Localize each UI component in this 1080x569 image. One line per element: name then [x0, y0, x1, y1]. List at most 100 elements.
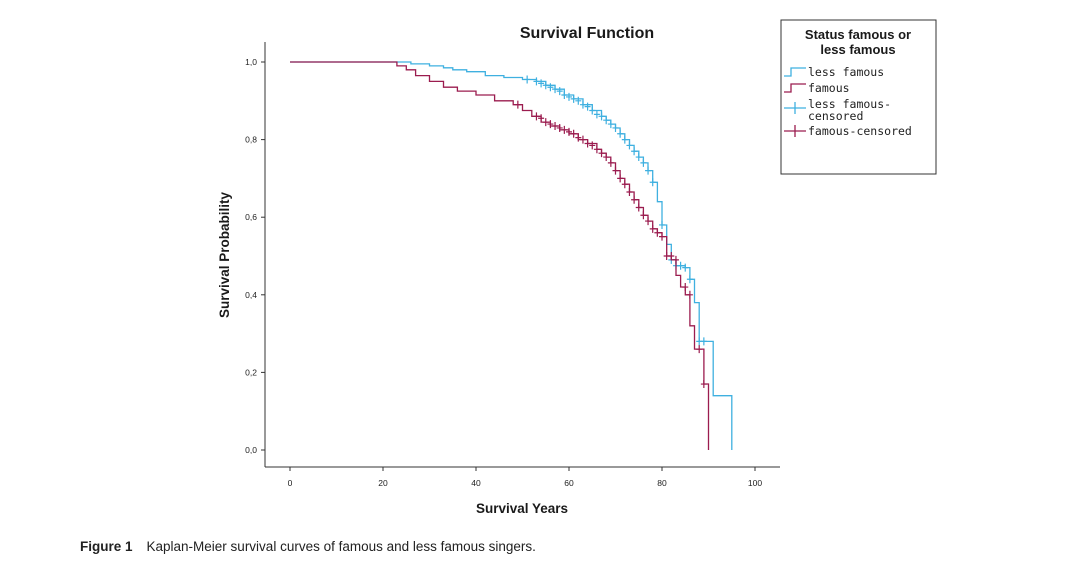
x-tick-label: 20: [378, 478, 388, 488]
censor-mark-famous: [552, 122, 559, 131]
y-tick-label: 0,8: [245, 135, 257, 145]
censor-mark-famous: [686, 290, 693, 299]
censor-mark-less-famous: [621, 135, 628, 144]
legend: Status famous or less famous less famous…: [780, 19, 937, 175]
legend-step-symbol: [784, 83, 806, 93]
y-axis-label: Survival Probability: [217, 191, 232, 318]
censor-mark-less-famous: [533, 77, 540, 86]
censor-mark-less-famous: [612, 123, 619, 132]
censor-mark-famous: [672, 255, 679, 264]
censor-mark-famous: [668, 252, 675, 260]
x-tick-label: 60: [564, 478, 574, 488]
x-tick-label: 80: [657, 478, 667, 488]
x-tick-group: 0 20 40 60 80 100: [288, 467, 762, 488]
x-tick-label: 0: [288, 478, 293, 488]
censor-mark-famous: [649, 224, 656, 233]
censor-mark-famous: [598, 149, 605, 158]
censor-mark-famous: [682, 283, 689, 292]
legend-title-line: Status famous or: [805, 27, 911, 42]
censor-mark-less-famous: [552, 85, 559, 94]
censor-mark-famous: [593, 145, 600, 154]
censor-mark-less-famous: [626, 141, 633, 150]
censor-mark-less-famous: [598, 112, 605, 121]
censor-mark-less-famous: [635, 153, 642, 162]
censor-mark-less-famous: [524, 75, 531, 84]
figure-caption: Figure 1 Kaplan-Meier survival curves of …: [80, 539, 536, 554]
caption-label: Figure 1: [80, 539, 133, 554]
censor-mark-less-famous: [593, 110, 600, 119]
censor-mark-less-famous: [700, 337, 707, 346]
censor-mark-famous: [575, 133, 582, 142]
censor-mark-less-famous: [589, 106, 596, 115]
censor-mark-less-famous: [603, 116, 610, 125]
censor-mark-famous: [570, 129, 577, 138]
y-tick-label: 0,2: [245, 367, 257, 377]
censor-mark-famous: [607, 158, 614, 167]
legend-entry-label: famous-censored: [808, 124, 912, 138]
censor-mark-famous: [566, 127, 572, 136]
censor-mark-less-famous: [579, 100, 586, 109]
censor-mark-less-famous: [561, 90, 568, 99]
legend-step-symbol: [784, 67, 806, 77]
censor-mark-famous: [645, 217, 652, 226]
censor-mark-less-famous: [607, 120, 614, 129]
censor-mark-famous: [617, 174, 624, 183]
legend-title-line: less famous: [820, 42, 895, 57]
censor-mark-less-famous: [686, 275, 693, 284]
series-group: [290, 61, 733, 450]
censor-mark-famous: [612, 166, 619, 175]
y-tick-label: 0,6: [245, 212, 257, 222]
censor-mark-famous: [538, 114, 545, 123]
censor-mark-less-famous: [640, 158, 647, 167]
censor-mark-less-famous: [617, 129, 624, 138]
plot-axes: [264, 42, 780, 468]
censor-mark-famous: [603, 153, 610, 162]
censor-mark-famous: [584, 139, 591, 148]
censor-mark-less-famous: [547, 83, 554, 92]
censor-mark-less-famous: [566, 92, 572, 101]
caption-text: Kaplan-Meier survival curves of famous a…: [146, 539, 536, 554]
x-axis-label: Survival Years: [476, 501, 568, 516]
censor-mark-less-famous: [542, 81, 549, 90]
censor-mark-famous: [589, 141, 596, 150]
censor-mark-less-famous: [570, 94, 577, 103]
legend-box: [780, 19, 937, 175]
legend-entries: less famous famous less famous-censoredfam…: [784, 65, 912, 138]
censor-mark-famous: [579, 135, 586, 144]
y-tick-label: 0,4: [245, 290, 257, 300]
censor-mark-less-famous: [659, 220, 665, 229]
x-tick-label: 100: [748, 478, 762, 488]
legend-entry-label: less famous-: [808, 97, 891, 111]
censor-mark-famous: [631, 195, 638, 204]
y-tick-label: 0,0: [245, 445, 257, 455]
legend-censor-symbol: [784, 102, 806, 114]
censor-mark-famous: [635, 203, 642, 212]
censor-mark-famous: [514, 100, 521, 109]
x-tick-label: 40: [471, 478, 481, 488]
legend-censor-symbol: [784, 125, 806, 137]
chart-title: Survival Function: [520, 25, 654, 42]
y-tick-label: 1,0: [245, 57, 257, 67]
censor-mark-famous: [547, 120, 554, 129]
y-tick-group: 0,0 0,2 0,4 0,6 0,8 1,0: [245, 57, 265, 455]
censor-mark-less-famous: [677, 261, 684, 270]
censor-mark-less-famous: [649, 178, 656, 187]
censor-mark-less-famous: [631, 147, 638, 156]
censor-mark-less-famous: [575, 96, 582, 105]
legend-entry-label: less famous: [808, 65, 884, 79]
censor-mark-famous: [542, 118, 549, 127]
censor-mark-famous: [626, 187, 633, 196]
censor-mark-famous: [556, 123, 563, 132]
survival-curve-famous: [290, 61, 710, 450]
censor-mark-famous: [654, 228, 661, 237]
censor-mark-famous: [640, 211, 647, 220]
legend-entry-label: famous: [808, 81, 850, 95]
censor-mark-less-famous: [556, 87, 563, 96]
censor-mark-famous: [696, 345, 703, 354]
censor-mark-less-famous: [645, 166, 652, 175]
censor-mark-famous: [659, 232, 665, 241]
censor-mark-famous: [621, 180, 628, 189]
censor-mark-famous: [700, 380, 707, 389]
censor-mark-less-famous: [682, 263, 689, 272]
